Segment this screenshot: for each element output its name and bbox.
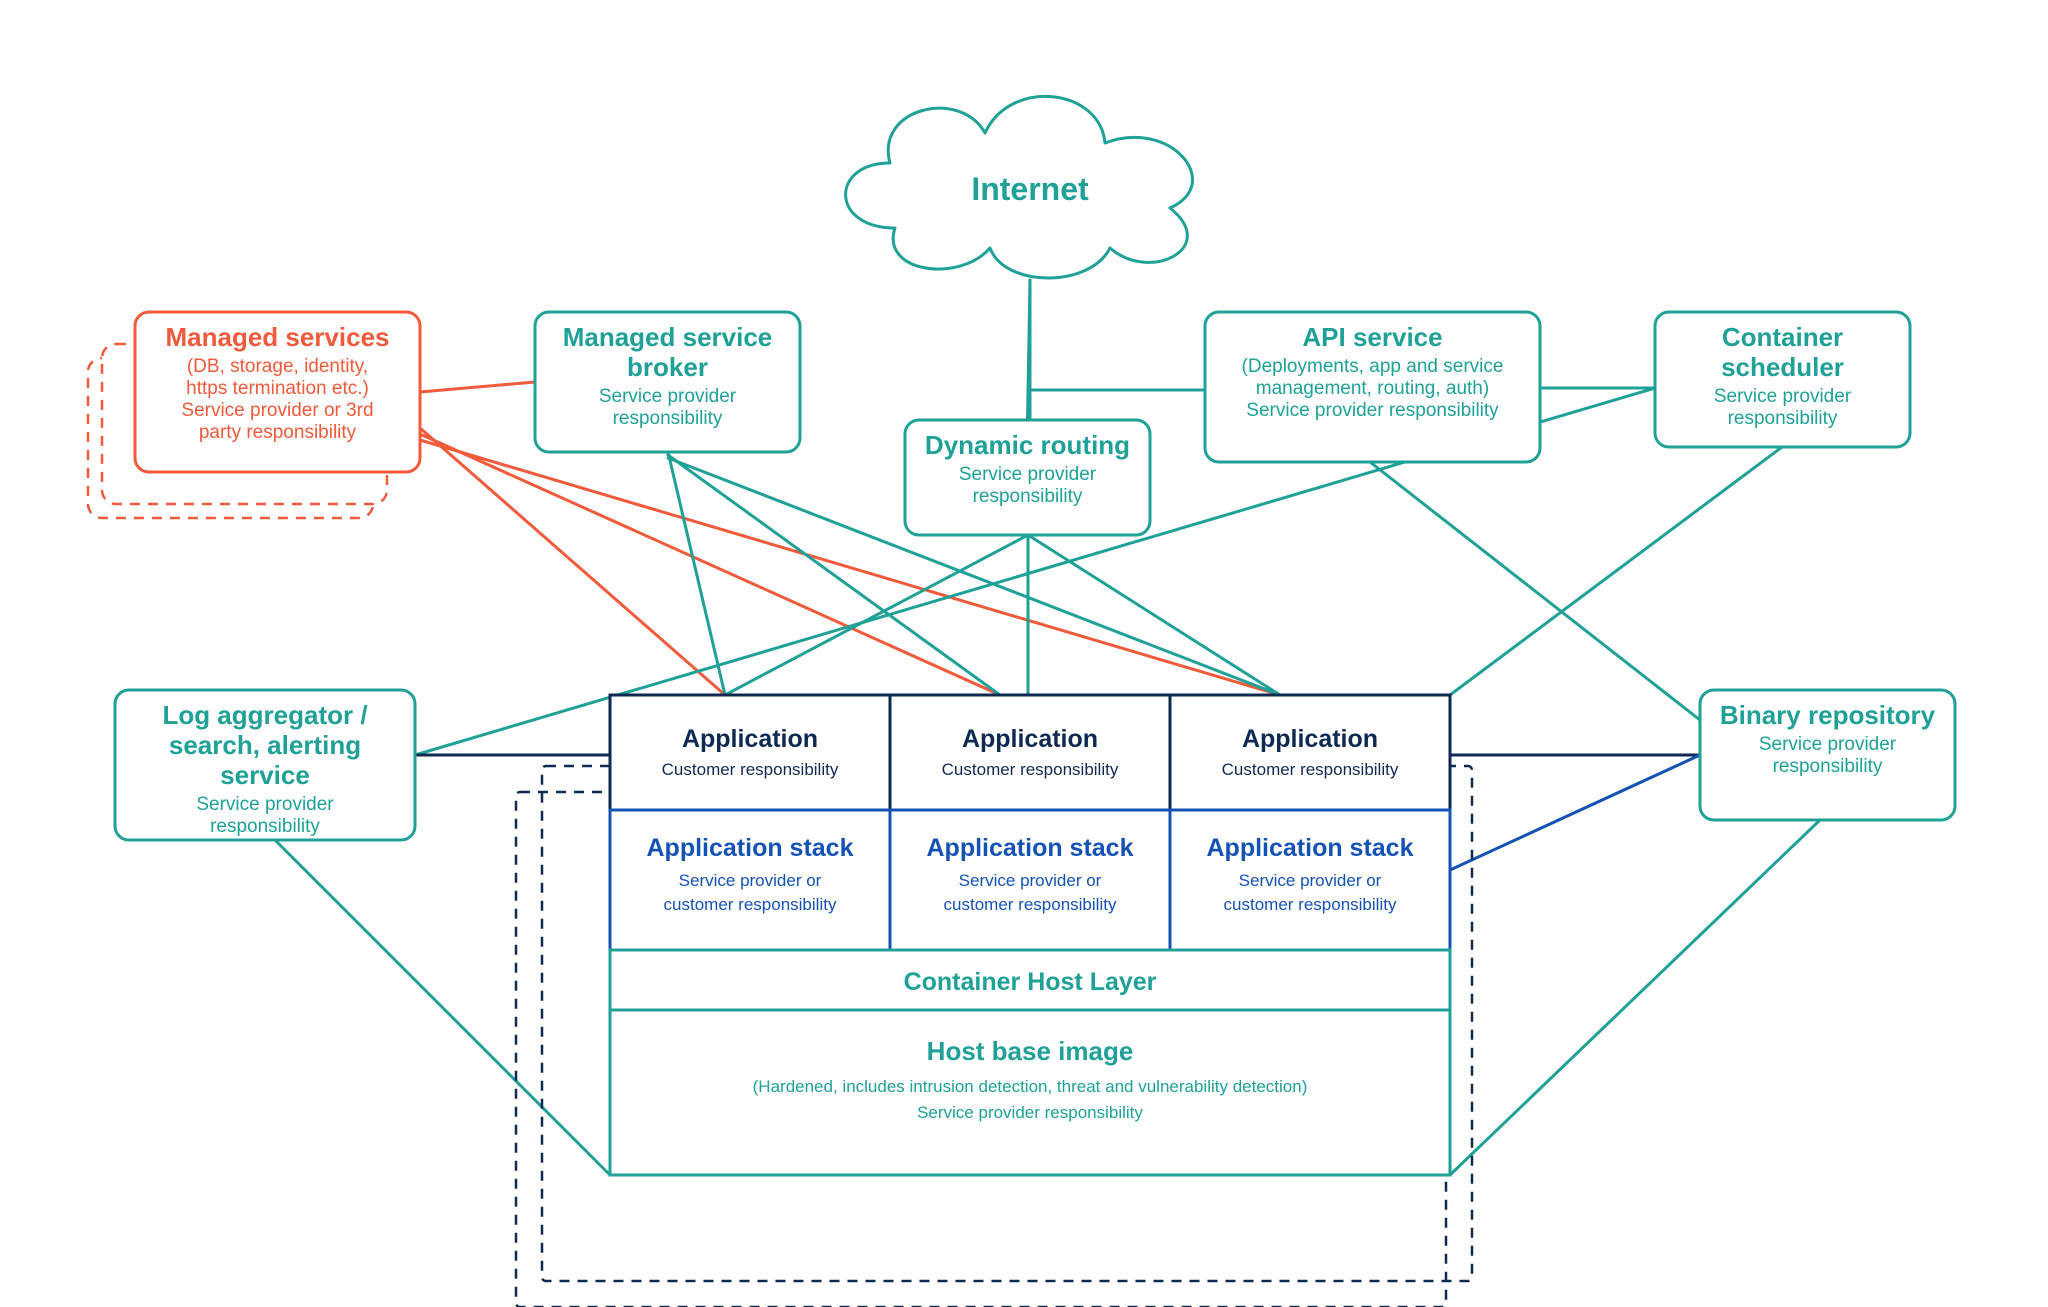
api-box: API service (Deployments, app and service… (1205, 312, 1540, 462)
edge (725, 535, 1028, 695)
routing-title: Dynamic routing (925, 430, 1130, 460)
edge (1370, 462, 1700, 720)
routing-box: Dynamic routing Service providerresponsib… (905, 420, 1150, 535)
edge (275, 840, 610, 1175)
svg-text:Application: Application (1242, 725, 1378, 753)
binrepo-title: Binary repository (1720, 700, 1936, 730)
svg-text:search, alerting: search, alerting (169, 730, 361, 760)
broker-title: Managed service (563, 322, 773, 352)
svg-text:broker: broker (627, 352, 708, 382)
edge (420, 428, 725, 695)
svg-text:management, routing, auth): management, routing, auth) (1256, 378, 1489, 399)
svg-text:customer responsibility: customer responsibility (1224, 895, 1397, 914)
svg-text:Service provider: Service provider (196, 794, 334, 815)
svg-text:Application stack: Application stack (647, 834, 854, 862)
scheduler-box: Containerscheduler Service providerrespon… (1655, 312, 1910, 447)
svg-text:Service provider: Service provider (959, 464, 1097, 485)
container-block: Application Customer responsibility Applic… (610, 695, 1450, 1175)
log-title: Log aggregator / (162, 700, 367, 730)
edge (420, 382, 535, 392)
svg-text:responsibility: responsibility (210, 816, 320, 837)
edge (1450, 447, 1782, 695)
api-title: API service (1302, 322, 1442, 352)
svg-text:Customer responsibility: Customer responsibility (942, 760, 1119, 779)
svg-text:https termination etc.): https termination etc.) (186, 378, 369, 399)
svg-text:Service provider: Service provider (599, 386, 737, 407)
edge (1450, 755, 1700, 870)
internet-cloud: Internet (846, 96, 1193, 278)
svg-text:Service provider responsibilit: Service provider responsibility (1246, 400, 1499, 421)
svg-text:Application stack: Application stack (1207, 834, 1414, 862)
architecture-diagram: Internet Managed services (DB, storage, id… (0, 0, 2048, 1307)
edge (1030, 280, 1205, 390)
log-box: Log aggregator /search, alertingservice S… (115, 690, 415, 840)
svg-text:Application stack: Application stack (927, 834, 1134, 862)
svg-text:responsibility: responsibility (1773, 756, 1883, 777)
svg-text:Service provider: Service provider (1714, 386, 1852, 407)
svg-text:Internet: Internet (971, 171, 1089, 207)
svg-text:(Deployments, app and service: (Deployments, app and service (1242, 356, 1504, 377)
svg-text:(DB, storage, identity,: (DB, storage, identity, (187, 356, 368, 377)
svg-text:Application: Application (962, 725, 1098, 753)
svg-text:Service provider or: Service provider or (679, 871, 822, 890)
svg-text:customer responsibility: customer responsibility (664, 895, 837, 914)
svg-text:Application: Application (682, 725, 818, 753)
svg-text:responsibility: responsibility (613, 408, 723, 429)
svg-text:Service provider or: Service provider or (1239, 871, 1382, 890)
svg-text:Customer responsibility: Customer responsibility (662, 760, 839, 779)
svg-text:service: service (220, 760, 310, 790)
svg-text:customer responsibility: customer responsibility (944, 895, 1117, 914)
svg-text:responsibility: responsibility (1728, 408, 1838, 429)
svg-text:party responsibility: party responsibility (199, 422, 357, 443)
svg-text:Host base image: Host base image (927, 1036, 1134, 1066)
svg-text:Customer responsibility: Customer responsibility (1222, 760, 1399, 779)
svg-text:Service provider responsibilit: Service provider responsibility (917, 1103, 1143, 1122)
svg-text:Container Host Layer: Container Host Layer (904, 968, 1157, 996)
edge (1028, 535, 1280, 695)
binrepo-box: Binary repository Service providerrespons… (1700, 690, 1955, 820)
scheduler-title: Container (1722, 322, 1843, 352)
svg-text:scheduler: scheduler (1721, 352, 1844, 382)
svg-text:Service provider: Service provider (1759, 734, 1897, 755)
svg-text:Service provider or: Service provider or (959, 871, 1102, 890)
broker-box: Managed servicebroker Service providerres… (535, 312, 800, 452)
managed-box: Managed services (DB, storage, identity,h… (135, 312, 420, 472)
edge (1450, 820, 1820, 1175)
svg-text:(Hardened, includes intrusion: (Hardened, includes intrusion detection,… (753, 1077, 1308, 1096)
svg-text:responsibility: responsibility (973, 486, 1083, 507)
managed-title: Managed services (165, 322, 389, 352)
svg-text:Service provider or 3rd: Service provider or 3rd (181, 400, 373, 421)
